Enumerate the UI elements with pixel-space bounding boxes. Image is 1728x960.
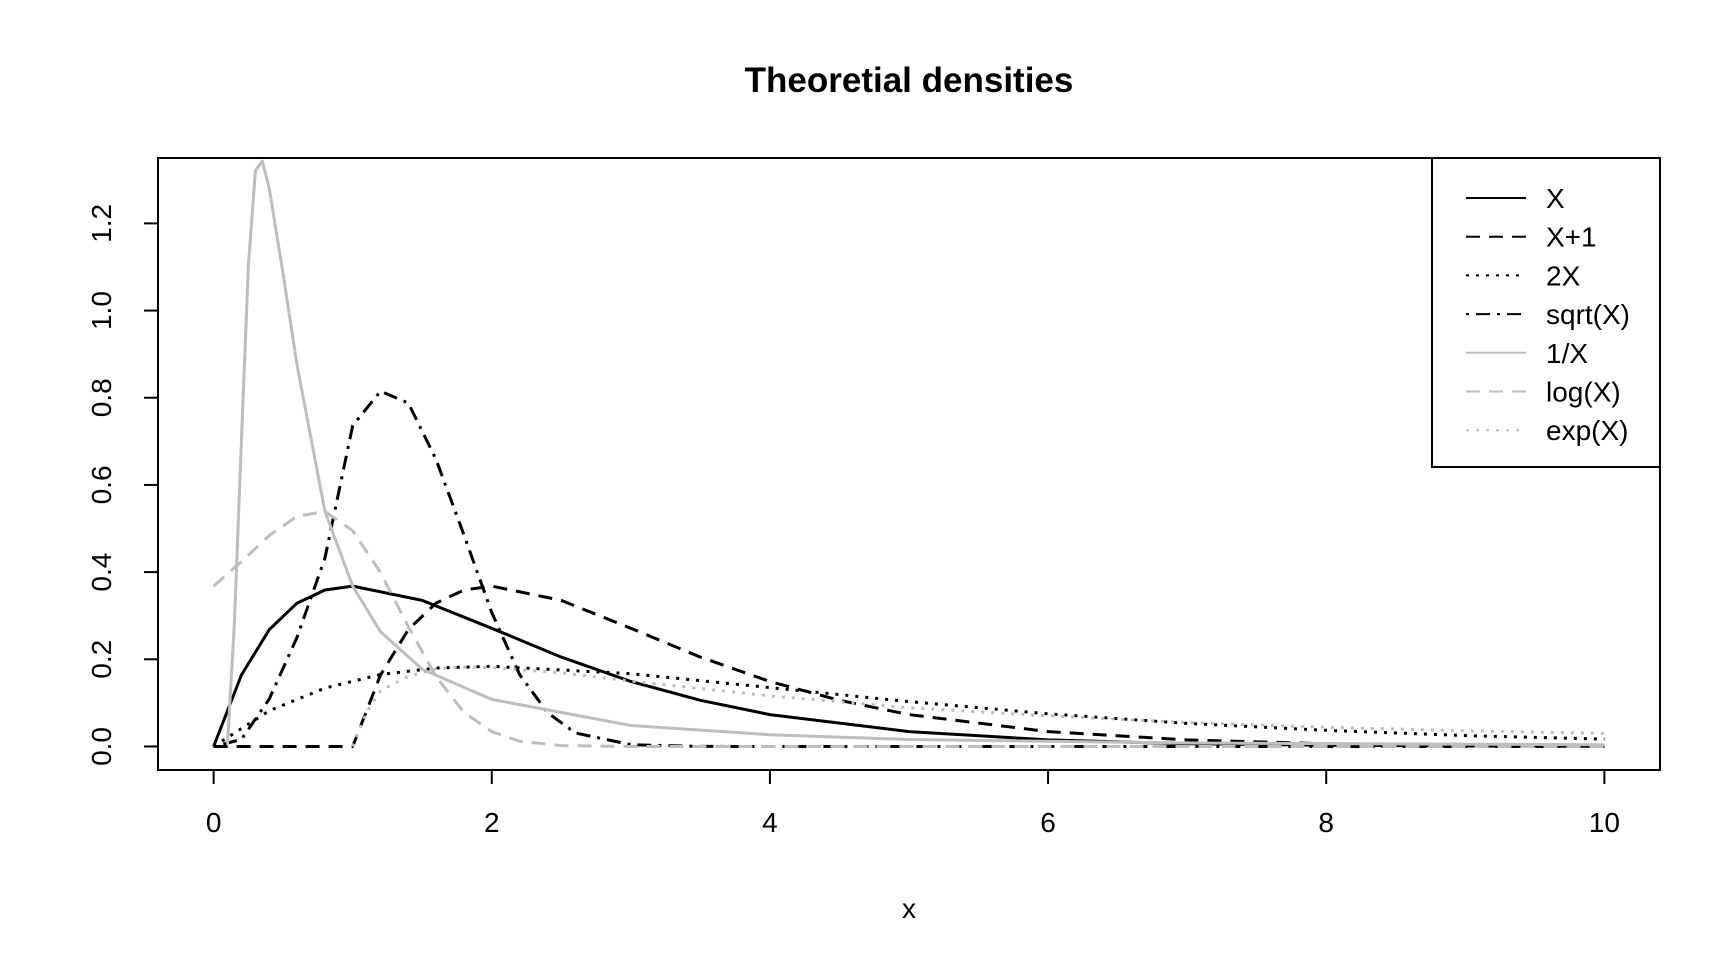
y-axis: 0.0 0.2 0.4 0.6 0.8 1.0 1.2: [86, 204, 159, 766]
x-tick-label: 4: [762, 807, 778, 838]
y-tick-label: 1.2: [86, 204, 117, 243]
legend-box: [1431, 157, 1661, 468]
y-tick-label: 0.2: [86, 640, 117, 679]
legend-label: log(X): [1546, 377, 1621, 408]
series-layer: [212, 159, 1605, 748]
legend-label: X: [1546, 183, 1565, 214]
legend-label: 2X: [1546, 260, 1581, 291]
legend-label: sqrt(X): [1546, 299, 1630, 330]
legend-label: X+1: [1546, 222, 1597, 253]
x-tick-label: 8: [1318, 807, 1334, 838]
series-line-5: [212, 510, 1605, 748]
x-axis-label: x: [902, 893, 916, 924]
legend: X X+1 2X sqrt(X) 1/X log(X) exp(X): [1431, 157, 1661, 468]
y-tick-label: 0.0: [86, 727, 117, 766]
chart-title: Theoretial densities: [745, 61, 1074, 100]
series-line-1: [213, 584, 1605, 748]
x-tick-label: 0: [206, 807, 222, 838]
y-tick-label: 1.0: [86, 291, 117, 330]
x-axis: 0 2 4 6 8 10: [206, 769, 1620, 838]
series-line-3: [213, 389, 1605, 748]
y-tick-label: 0.4: [86, 553, 117, 592]
legend-label: 1/X: [1546, 338, 1588, 369]
x-tick-label: 10: [1589, 807, 1620, 838]
x-tick-label: 2: [484, 807, 500, 838]
x-tick-label: 6: [1040, 807, 1056, 838]
y-tick-label: 0.8: [86, 378, 117, 417]
y-tick-label: 0.6: [86, 465, 117, 504]
legend-label: exp(X): [1546, 415, 1628, 446]
series-line-4: [226, 159, 1605, 747]
